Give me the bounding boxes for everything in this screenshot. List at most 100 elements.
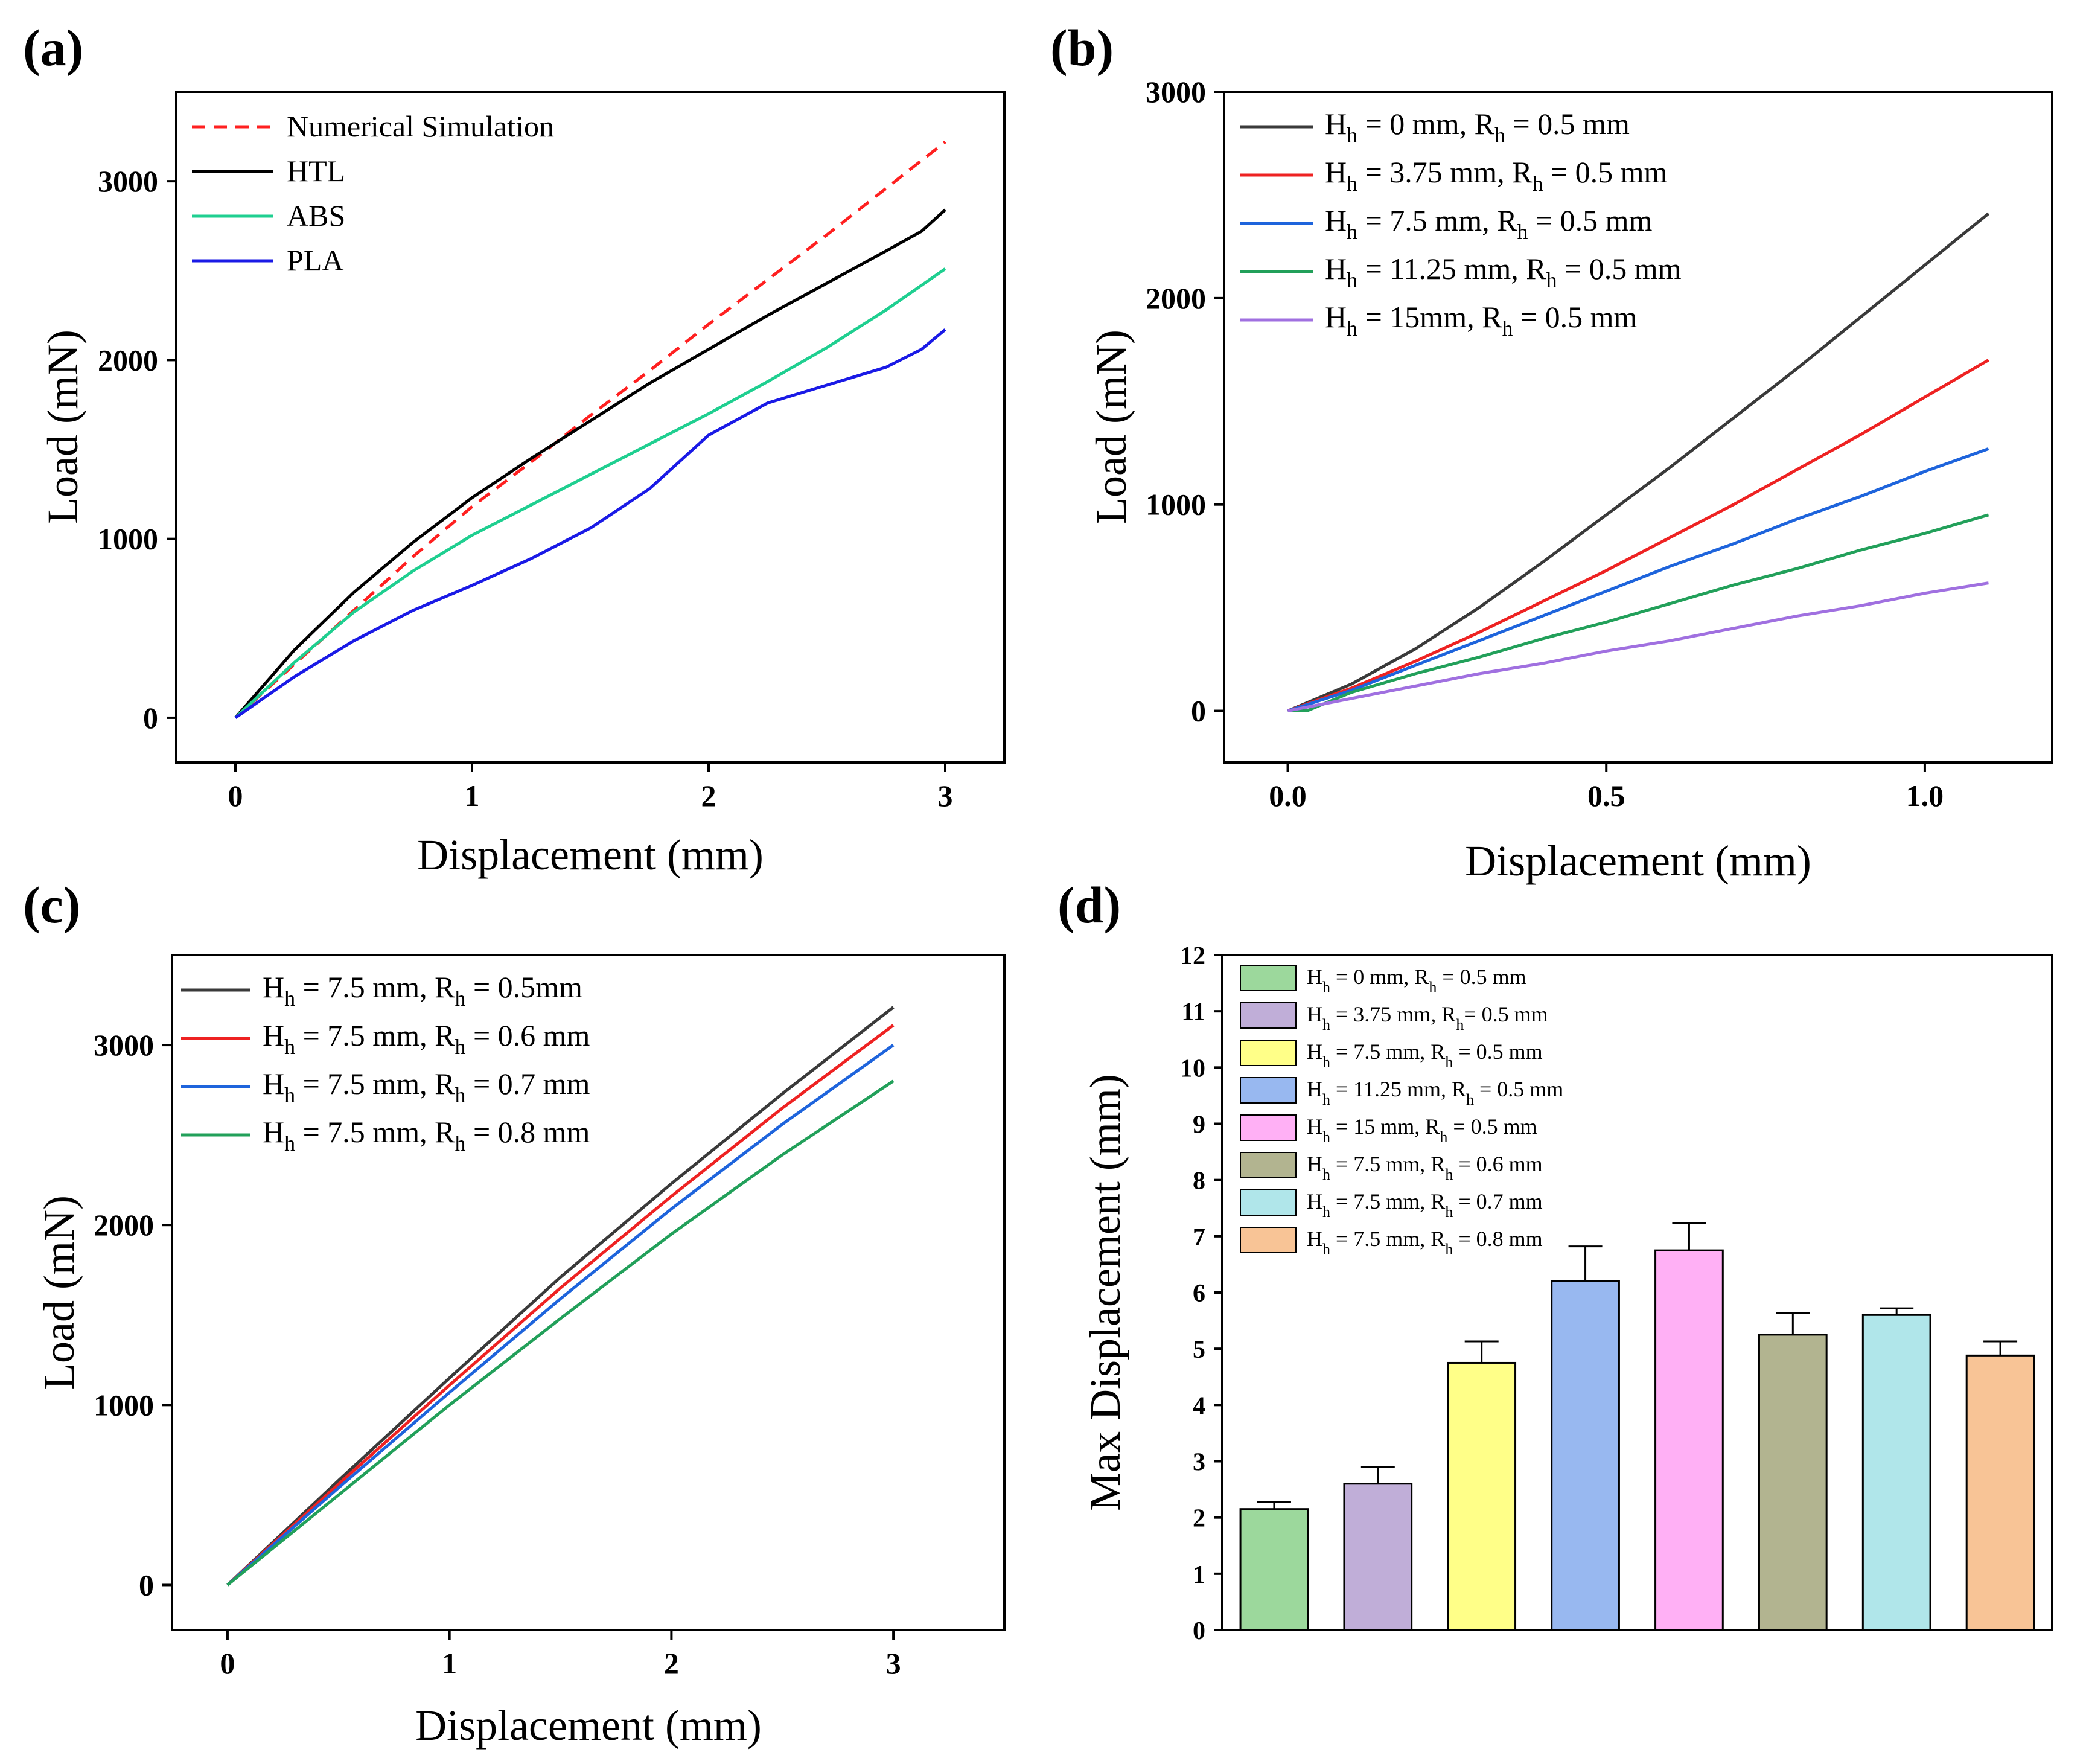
legend-text-part: = 0.7 mm [465,1067,590,1101]
x-tick-label: 1.0 [1906,779,1944,813]
legend-subscript: h [1347,316,1357,340]
legend-text-part: H [1325,252,1347,286]
legend-swatch-7 [1240,1227,1297,1253]
legend-label-2: ABS [287,199,345,232]
legend-text-part: = 15mm, R [1357,300,1502,334]
legend-text-part: H [1307,1114,1322,1139]
legend-swatch-5 [1240,1152,1297,1178]
legend-label-1: HTL [287,154,345,188]
legend-label-1: Hh = 7.5 mm, Rh = 0.6 mm [263,1018,590,1059]
legend-text-part: = 7.5 mm, R [295,1018,455,1052]
bar-1 [1343,1483,1413,1631]
y-tick-label: 0 [139,1568,154,1602]
legend-subscript: h [1445,1203,1453,1221]
legend-swatch-1 [1240,1002,1297,1029]
legend-text-part: H [1307,965,1322,989]
legend-text-part: = 3.75 mm, R [1330,1002,1456,1026]
legend-text-part: = 0.5 mm [1453,1040,1542,1064]
series-line-2 [234,267,946,719]
legend-text-part: = 7.5 mm, R [295,1115,455,1149]
legend-subscript: h [1347,220,1357,244]
x-axis-title: Displacement (mm) [1465,837,1811,885]
bar-3 [1551,1280,1620,1631]
legend-subscript: h [1466,1091,1474,1108]
legend-subscript: h [455,986,465,1011]
legend-label-0: Hh = 0 mm, Rh = 0.5 mm [1325,107,1630,147]
x-tick-label: 1 [442,1646,457,1680]
plot-frame [171,954,1006,1631]
legend-subscript: h [455,1083,465,1107]
legend-subscript: h [1322,1128,1330,1146]
legend-text-part: H [263,1115,284,1149]
legend-text-part: = 0.5mm [465,970,582,1004]
panel-label: (d) [1057,876,1121,934]
legend-label-1: Hh = 3.75 mm, Rh= 0.5 mm [1307,1002,1548,1034]
legend-text-part: = 11.25 mm, R [1330,1077,1466,1101]
legend-subscript: h [1322,1241,1330,1258]
legend-text-part: = 0.5 mm [1437,965,1526,989]
panel-0: (a) 0 1 2 3 0 1000 2000 3000 Displacement (mm) Loa… [23,19,1006,879]
x-axis-title: Displacement (mm) [417,831,764,879]
legend-subscript: h [1322,1016,1330,1034]
legend-label-0: Hh = 0 mm, Rh = 0.5 mm [1307,965,1526,996]
legend-subscript: h [1517,220,1528,244]
x-tick-label: 0 [220,1646,235,1680]
legend-text-part: = 7.5 mm, R [295,1067,455,1101]
y-tick-label: 1000 [98,522,158,556]
x-tick-label: 3 [886,1646,901,1680]
legend-text-part: = 0.5 mm [1464,1002,1548,1026]
legend-text-part: = 0 mm, R [1330,965,1429,989]
legend-text-part: = 0.8 mm [465,1115,590,1149]
legend-swatch-0 [1240,965,1297,991]
legend-label-0: Hh = 7.5 mm, Rh = 0.5mm [263,970,582,1011]
y-tick-label: 3 [1193,1449,1205,1477]
legend-label-2: Hh = 7.5 mm, Rh = 0.5 mm [1325,203,1653,244]
legend-text-part: = 0.7 mm [1453,1189,1542,1213]
legend-subscript: h [1322,1203,1330,1221]
x-tick-label: 0.5 [1587,779,1625,813]
series-line-1 [1287,359,1989,712]
series-line-3 [226,1079,895,1587]
y-tick-label: 3000 [1146,75,1206,109]
legend-label-2: Hh = 7.5 mm, Rh = 0.7 mm [263,1067,590,1107]
legend-label-7: Hh = 7.5 mm, Rh = 0.8 mm [1307,1227,1543,1258]
legend-subscript: h [1456,1016,1464,1034]
y-tick-label: 2000 [1146,281,1206,315]
legend-text-part: = 7.5 mm, R [1330,1152,1445,1176]
y-tick-label: 2 [1193,1505,1205,1533]
legend-subscript: h [1445,1241,1453,1258]
legend-subscript: h [284,986,295,1011]
legend-text-part: = 11.25 mm, R [1357,252,1546,286]
legend-subscript: h [1494,123,1505,147]
series-line-1 [226,1024,895,1587]
legend-text-part: H [263,1018,284,1052]
y-tick-label: 12 [1180,942,1205,970]
y-tick-label: 1000 [1146,488,1206,522]
y-tick-label: 4 [1193,1392,1205,1420]
legend-text-part: H [1307,1189,1322,1213]
plot-frame [175,91,1006,764]
legend-text-part: = 7.5 mm, R [1330,1040,1445,1064]
y-axis-title: Load (mN) [1087,330,1135,524]
legend-subscript: h [1445,1166,1453,1183]
legend-text-part: H [1325,107,1347,141]
y-tick-label: 1000 [94,1388,154,1422]
y-tick-label: 8 [1193,1168,1205,1195]
legend-text-part: H [1307,1077,1322,1101]
legend-swatch-4 [1240,1114,1297,1141]
y-tick-label: 0 [1191,694,1206,728]
legend-subscript: h [1440,1128,1447,1146]
legend-subscript: h [1322,979,1330,996]
legend-label-5: Hh = 7.5 mm, Rh = 0.6 mm [1307,1152,1543,1183]
legend-subscript: h [1322,1091,1330,1108]
legend-subscript: h [1347,123,1357,147]
legend-label-0: Numerical Simulation [287,109,554,143]
legend-label-2: Hh = 7.5 mm, Rh = 0.5 mm [1307,1040,1543,1071]
legend-text-part: = 3.75 mm, R [1357,155,1533,189]
x-tick-label: 0 [228,779,243,813]
legend-subscript: h [1347,268,1357,292]
legend-subscript: h [1532,171,1543,196]
legend-text-part: = 0.8 mm [1453,1227,1542,1251]
legend-text-part: = 15 mm, R [1330,1114,1440,1139]
